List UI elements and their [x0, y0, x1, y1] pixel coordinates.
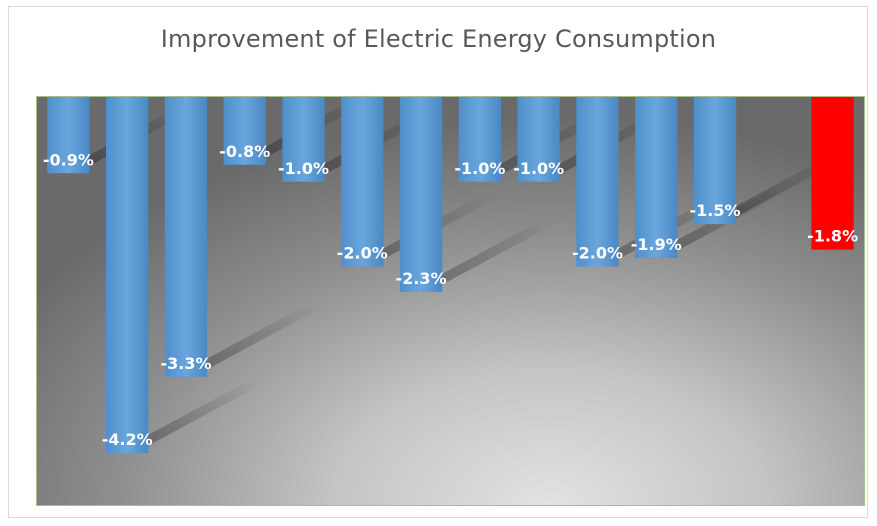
bar [282, 97, 325, 182]
bars-group [47, 97, 854, 453]
bar [223, 97, 266, 165]
bar [106, 97, 149, 453]
data-label: -1.0% [278, 159, 329, 178]
bar [164, 97, 208, 377]
chart-title: Improvement of Electric Energy Consumpti… [160, 25, 717, 53]
data-label: -1.0% [513, 159, 564, 178]
bar [341, 97, 384, 267]
bar [399, 97, 443, 292]
bar [458, 97, 501, 182]
data-label: -0.9% [43, 150, 94, 169]
data-label: -1.9% [631, 235, 682, 254]
bar-shadow [173, 306, 324, 377]
bar-shadow [408, 221, 559, 292]
data-label: -2.0% [337, 244, 388, 263]
data-labels-group: -0.9% -4.2% -3.3% -0.8% -1.0% -2.0% -2.3% -1.0%… [43, 142, 858, 449]
bar-highlight [811, 97, 854, 250]
data-label: -0.8% [219, 142, 270, 161]
bar [517, 97, 560, 182]
data-label: -1.0% [454, 159, 505, 178]
data-label: -1.8% [807, 227, 858, 246]
bar [693, 97, 737, 225]
bar [47, 97, 90, 174]
data-label: -3.3% [160, 354, 211, 373]
data-label: -4.2% [102, 430, 153, 449]
data-label: -2.0% [572, 244, 623, 263]
bar [576, 97, 619, 267]
data-label: -1.5% [689, 201, 740, 220]
data-label: -2.3% [396, 269, 447, 288]
bar-shadow [114, 383, 265, 454]
bar [635, 97, 678, 259]
